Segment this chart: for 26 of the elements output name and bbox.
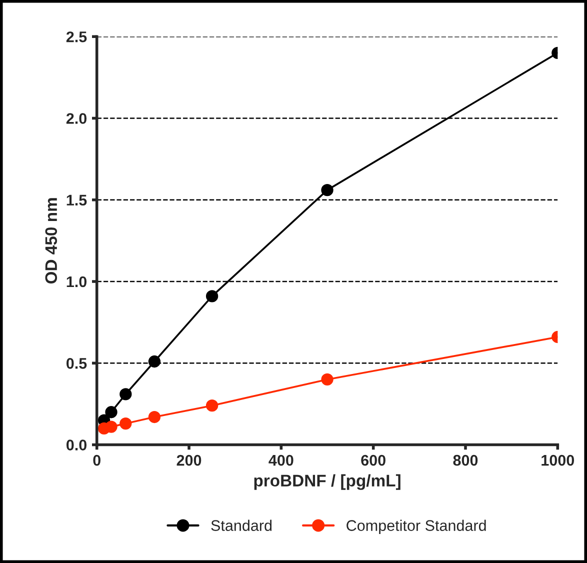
y-tick-label: 1.0: [66, 276, 87, 288]
y-tick-label: 0.0: [66, 440, 87, 450]
point: [206, 400, 218, 412]
x-tick-label: 600: [361, 454, 386, 466]
legend-label: Competitor Standard: [346, 520, 486, 534]
x-tick-label: 0: [93, 454, 100, 466]
point: [105, 406, 118, 418]
x-tick-label: 800: [453, 454, 478, 466]
y-tick-label: 0.5: [66, 358, 87, 369]
point: [105, 420, 118, 433]
y-tick-label: 1.5: [66, 194, 87, 206]
point: [148, 410, 161, 424]
x-tick-label: 400: [268, 454, 294, 466]
y-tick-label: 2.0: [66, 113, 87, 124]
point: [148, 355, 161, 368]
x-tick-label: 1000: [542, 454, 574, 466]
point: [120, 417, 132, 430]
x-tick-label: 200: [176, 454, 202, 466]
point: [120, 388, 132, 400]
point: [321, 373, 334, 386]
point: [206, 290, 218, 302]
x-axis-title: proBDNF / [pg/mL]: [254, 474, 400, 490]
y-tick-label: 2.5: [66, 31, 87, 42]
y-axis-title: OD 450 nm: [45, 198, 58, 284]
legend-label: Standard: [211, 520, 272, 531]
point: [321, 184, 334, 196]
